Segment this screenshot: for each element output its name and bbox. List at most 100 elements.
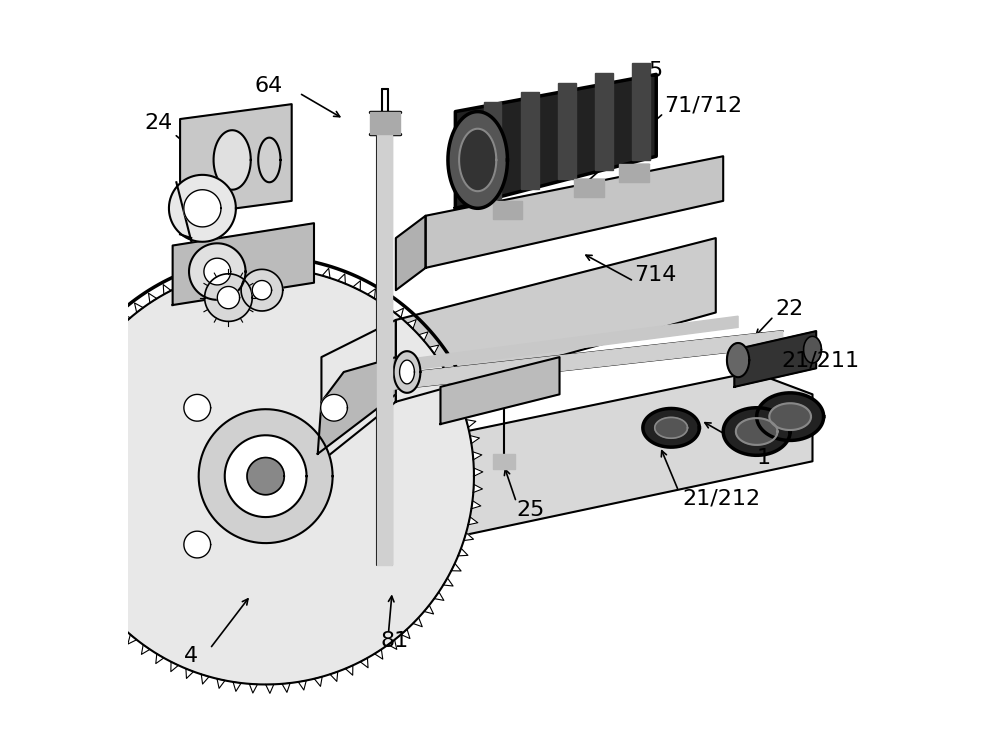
Polygon shape [424, 605, 434, 614]
Polygon shape [173, 223, 314, 305]
Polygon shape [53, 428, 63, 435]
Polygon shape [290, 261, 298, 270]
Polygon shape [98, 339, 107, 347]
Polygon shape [619, 164, 649, 182]
Polygon shape [447, 373, 457, 382]
Polygon shape [50, 443, 60, 452]
Polygon shape [736, 418, 778, 445]
Polygon shape [400, 360, 414, 384]
Polygon shape [345, 665, 353, 676]
Polygon shape [413, 618, 422, 626]
Polygon shape [252, 280, 272, 300]
Polygon shape [199, 409, 333, 543]
Polygon shape [87, 352, 97, 360]
Text: 21/212: 21/212 [682, 489, 760, 508]
Polygon shape [74, 571, 84, 579]
Polygon shape [78, 366, 88, 374]
Polygon shape [63, 397, 73, 404]
Polygon shape [258, 138, 281, 182]
Polygon shape [178, 277, 186, 287]
Polygon shape [443, 578, 453, 586]
Polygon shape [451, 563, 461, 571]
Polygon shape [156, 654, 164, 664]
Polygon shape [149, 293, 157, 303]
Polygon shape [321, 372, 812, 565]
Polygon shape [804, 336, 821, 363]
Polygon shape [186, 669, 194, 679]
Polygon shape [282, 683, 290, 693]
Polygon shape [201, 674, 209, 684]
Text: 71/712: 71/712 [664, 96, 742, 115]
Polygon shape [429, 345, 439, 353]
Polygon shape [558, 83, 576, 179]
Polygon shape [388, 640, 397, 650]
Polygon shape [419, 332, 428, 341]
Polygon shape [330, 672, 338, 682]
Polygon shape [459, 129, 496, 191]
Text: 25: 25 [516, 500, 545, 519]
Polygon shape [204, 258, 231, 285]
Text: 5: 5 [649, 61, 663, 80]
Polygon shape [466, 420, 476, 428]
Polygon shape [632, 63, 650, 160]
Polygon shape [321, 320, 396, 461]
Polygon shape [233, 682, 241, 691]
Polygon shape [318, 357, 396, 454]
Polygon shape [374, 650, 383, 659]
Polygon shape [448, 112, 507, 208]
Polygon shape [128, 635, 137, 644]
Polygon shape [225, 435, 307, 517]
Polygon shape [57, 268, 474, 684]
Polygon shape [367, 289, 375, 298]
Polygon shape [121, 314, 130, 323]
Polygon shape [314, 676, 322, 687]
Polygon shape [83, 585, 92, 593]
Polygon shape [49, 493, 59, 501]
Polygon shape [103, 612, 113, 620]
Polygon shape [241, 260, 249, 269]
Polygon shape [396, 238, 716, 402]
Text: 714: 714 [634, 266, 676, 285]
Polygon shape [493, 201, 522, 219]
Polygon shape [205, 274, 252, 321]
Polygon shape [58, 411, 68, 420]
Text: 22: 22 [775, 299, 804, 318]
Polygon shape [468, 517, 478, 525]
Polygon shape [214, 130, 251, 190]
Polygon shape [407, 320, 416, 329]
Polygon shape [769, 403, 811, 430]
Polygon shape [141, 645, 150, 655]
Polygon shape [115, 623, 124, 632]
Polygon shape [209, 266, 217, 276]
Polygon shape [241, 269, 283, 311]
Polygon shape [401, 629, 410, 638]
Polygon shape [595, 73, 613, 170]
Polygon shape [484, 102, 501, 199]
Polygon shape [643, 408, 699, 447]
Text: 64: 64 [254, 76, 283, 95]
Polygon shape [171, 661, 178, 672]
Polygon shape [266, 684, 274, 693]
Text: 24: 24 [144, 113, 173, 132]
Polygon shape [338, 274, 345, 283]
Polygon shape [194, 271, 201, 280]
Polygon shape [655, 417, 687, 438]
Text: 1: 1 [757, 448, 771, 467]
Polygon shape [434, 592, 444, 600]
Text: 21/211: 21/211 [781, 351, 859, 371]
Polygon shape [473, 484, 483, 493]
Polygon shape [163, 284, 171, 295]
Polygon shape [169, 175, 236, 242]
Polygon shape [49, 460, 58, 468]
Polygon shape [471, 501, 481, 509]
Polygon shape [381, 298, 390, 307]
Polygon shape [521, 92, 539, 189]
Polygon shape [493, 454, 515, 469]
Polygon shape [734, 331, 816, 387]
Text: 4: 4 [184, 647, 198, 666]
Polygon shape [461, 404, 471, 411]
Polygon shape [135, 303, 143, 312]
Polygon shape [353, 280, 360, 291]
Polygon shape [394, 351, 420, 393]
Polygon shape [189, 243, 246, 300]
